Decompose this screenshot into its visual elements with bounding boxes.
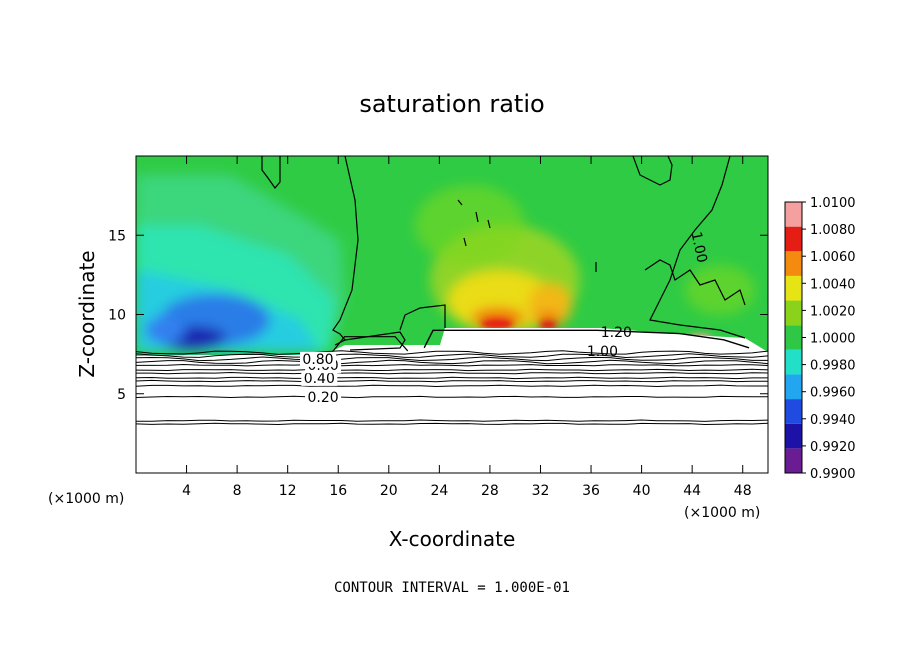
- colorbar-swatch: [785, 300, 802, 326]
- colorbar: 0.9900 0.9920 0.9940 0.9960 0.9980 1.0000 1.00…: [784, 196, 856, 482]
- contour-line: [136, 356, 768, 362]
- colorbar-level-label: 1.0020: [810, 304, 856, 319]
- colorbar-swatch: [785, 325, 802, 350]
- contour-line: [136, 371, 768, 375]
- y-tick-label: 15: [108, 228, 126, 244]
- contour-interval-note: CONTOUR INTERVAL = 1.000E-01: [334, 580, 570, 596]
- colorbar-level-label: 0.9940: [810, 413, 856, 428]
- contour-line-upper: [331, 336, 409, 353]
- x-units-left: (×1000 m): [48, 491, 124, 507]
- y-axis-ticks: 5 10 15: [108, 228, 768, 403]
- contour-line: [136, 379, 768, 383]
- colorbar-swatch: [785, 226, 802, 252]
- contour-line: [136, 353, 768, 359]
- y-tick-label: 10: [108, 308, 126, 324]
- colorbar-level-label: 1.0100: [810, 196, 856, 211]
- x-tick-label: 44: [683, 483, 701, 499]
- contour-line: [136, 350, 768, 355]
- x-tick-label: 36: [582, 483, 600, 499]
- colorbar-level-label: 0.9920: [810, 440, 856, 455]
- x-tick-label: 40: [633, 483, 651, 499]
- contour-line-upper: [423, 329, 750, 349]
- colorbar-swatch: [785, 202, 802, 227]
- contour-label-bg: [301, 370, 338, 386]
- contour-line: [136, 422, 768, 426]
- contour-line: [136, 368, 768, 372]
- contour-line: [136, 419, 768, 422]
- x-tick-label: 28: [481, 483, 499, 499]
- x-tick-label: 12: [279, 483, 297, 499]
- contour-label: 1.00: [688, 230, 710, 264]
- x-tick-label: 8: [233, 483, 242, 499]
- x-tick-label: 24: [430, 483, 448, 499]
- contour-line: [136, 359, 768, 365]
- colorbar-swatch: [785, 374, 802, 400]
- contour-line: [136, 395, 768, 399]
- contour-label-bg: [305, 389, 342, 405]
- saturation-field: [136, 156, 768, 473]
- chart-title: saturation ratio: [359, 90, 544, 118]
- x-tick-label: 32: [532, 483, 550, 499]
- colorbar-swatch: [785, 251, 802, 276]
- colorbar-level-label: 1.0000: [810, 332, 856, 347]
- colorbar-swatch: [785, 399, 802, 424]
- saturation-outlines: [261, 156, 746, 351]
- y-tick-label: 5: [117, 387, 126, 403]
- contour-label: 0.80: [302, 352, 333, 368]
- contour-line: [136, 376, 768, 380]
- colorbar-level-label: 1.0040: [810, 277, 856, 292]
- x-tick-label: 16: [329, 483, 347, 499]
- x-tick-label: 4: [182, 483, 191, 499]
- colorbar-level-label: 1.0060: [810, 250, 856, 265]
- contour-line: [136, 384, 768, 388]
- contour-label: 0.40: [304, 371, 335, 387]
- colorbar-swatch: [785, 349, 802, 375]
- x-axis-ticks: 4 8 12 16 20 24 28 32 36 40 44 48: [182, 156, 752, 499]
- contour-label: 0.20: [307, 390, 338, 406]
- contour-label-bg: [300, 351, 337, 367]
- colorbar-swatch: [785, 275, 802, 301]
- colorbar-level-label: 0.9980: [810, 359, 856, 374]
- y-axis-label: Z-coordinate: [75, 250, 99, 377]
- colorbar-swatch: [785, 423, 802, 449]
- subsaturated-region: [136, 328, 768, 473]
- x-tick-label: 48: [734, 483, 752, 499]
- colorbar-level-label: 0.9900: [810, 467, 856, 482]
- contour-label: 1.00: [587, 344, 618, 360]
- x-axis-label: X-coordinate: [389, 527, 516, 551]
- contour-labels: 0.200.400.600.801.001.201.00: [300, 230, 710, 406]
- contour-lines: [136, 329, 768, 426]
- colorbar-level-label: 1.0080: [810, 223, 856, 238]
- x-units-right: (×1000 m): [684, 505, 760, 521]
- contour-line: [136, 363, 768, 367]
- colorbar-swatch: [785, 448, 802, 473]
- x-tick-label: 20: [380, 483, 398, 499]
- contour-label: 1.20: [601, 325, 632, 341]
- colorbar-level-label: 0.9960: [810, 386, 856, 401]
